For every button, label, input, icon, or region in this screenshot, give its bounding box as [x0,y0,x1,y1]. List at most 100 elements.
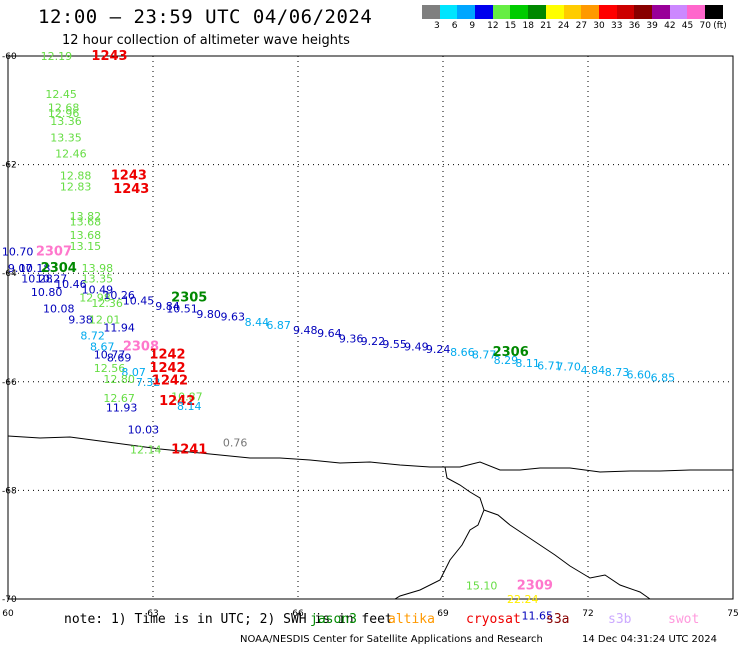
lon-tick-label: 72 [582,609,593,619]
wave-height-label: 10.26 [103,289,135,302]
wave-height-label: 11.93 [106,401,138,414]
legend-swatch [422,5,440,19]
wave-height-label: 12.01 [89,313,121,326]
legend-label: 39 [646,21,658,31]
wave-height-label: 9.49 [404,341,429,354]
wave-height-label: 9.80 [196,308,221,321]
lon-tick-label: 63 [147,609,158,619]
legend-label: 70 [699,21,711,31]
wave-height-label: 7.32 [136,376,161,389]
legend-label: 12 [487,21,499,31]
footer-credit: NOAA/NESDIS Center for Satellite Applica… [240,634,543,645]
wave-height-label: 13.36 [50,115,82,128]
wave-height-label: 10.80 [31,286,63,299]
wave-height-label: 12.36 [91,297,123,310]
page-subtitle: 12 hour collection of altimeter wave hei… [62,33,350,48]
pass-time-label: 1243 [111,168,147,183]
legend-swatch [634,5,652,19]
legend-swatch [616,5,635,19]
legend-label: 18 [522,21,534,31]
lon-tick-label: 60 [2,609,14,619]
wave-height-label: 4.84 [581,364,606,377]
legend-swatch [475,5,493,19]
wave-height-label: 10.18 [19,262,51,275]
legend-swatch [545,5,564,19]
map-frame [7,55,734,600]
wave-height-label: 12.98 [79,292,111,305]
lat-tick-label: -60 [2,52,17,62]
wave-height-label: 11.65 [522,609,554,622]
wave-height-label: 10.27 [36,273,68,286]
lat-tick-label: -68 [2,486,17,496]
pass-time-label: 2307 [36,244,72,259]
wave-height-label: 13.35 [50,131,82,144]
wave-height-label: 8.29 [494,354,519,367]
ice-shelf-outline [394,466,651,600]
wave-height-label: 13.98 [82,262,114,275]
wave-height-label: 9.63 [221,311,246,324]
wave-height-label: 12.46 [55,148,87,161]
lat-tick-label: -64 [2,269,17,279]
wave-height-label: 12.96 [48,107,80,120]
legend-label: 33 [611,21,623,31]
legend-label: 30 [593,21,605,31]
legend-swatch [563,5,582,19]
wave-height-label: 12.80 [103,373,135,386]
wave-height-label: 8.77 [472,349,497,362]
satellite-label-cryosat: cryosat [466,612,521,627]
pass-time-label: 1243 [91,49,127,64]
satellite-label-swot: swot [668,612,700,627]
legend-swatch [492,5,511,19]
wave-height-label: 9.55 [382,338,407,351]
wave-height-label: 10.45 [123,294,155,307]
satellite-label-s3b: s3b [608,612,632,627]
wave-height-label: 9.36 [339,332,364,345]
wave-height-label: 12.83 [60,180,92,193]
lon-tick-label: 66 [292,609,304,619]
pass-time-label: 2308 [123,340,159,355]
wave-height-label: 6.87 [266,319,291,332]
wave-height-label: 13.68 [70,229,102,242]
wave-height-label: 10.46 [55,278,87,291]
wave-height-label: 8.72 [80,330,105,343]
wave-height-label: 9.22 [361,335,386,348]
wave-height-label: 8.14 [177,400,202,413]
wave-height-label: 8.11 [515,357,540,370]
legend-swatch [581,5,599,19]
pass-time-label: 1242 [149,348,185,363]
wave-height-label: 10.49 [82,283,114,296]
satellite-label-altika: altika [388,612,435,627]
legend-label: 6 [451,21,458,31]
pass-time-label: 2304 [41,261,77,276]
wave-height-label: 12.67 [103,392,135,405]
satellite-label-s3a: s3a [546,612,570,627]
wave-height-label: 12.45 [45,88,77,101]
legend-label: 21 [540,21,552,31]
legend-label: 9 [469,21,476,31]
legend-label: 27 [575,21,588,31]
wave-height-label: 8.07 [121,366,146,379]
legend-swatch [457,5,476,19]
wave-height-label: 10.70 [2,245,34,258]
legend-swatch [651,5,670,19]
wave-height-label: 13.82 [70,210,102,223]
pass-time-label: 1242 [159,394,195,409]
lon-tick-label: 69 [437,609,449,619]
wave-height-label: 7.70 [556,361,581,374]
legend-swatch [598,5,617,19]
pass-time-label: 2305 [171,291,207,306]
wave-height-label: 13.68 [70,216,102,229]
legend-label: 3 [434,21,440,31]
wave-height-label: 12.56 [94,362,126,375]
lat-tick-label: -66 [2,378,17,388]
wave-height-label: 6.60 [627,369,652,382]
satellite-label-jason3: jason3 [310,612,357,627]
pass-time-label: 2309 [517,578,553,593]
wave-height-label: 6.71 [537,360,562,373]
lat-tick-label: -70 [2,595,17,605]
wave-height-label: 8.69 [107,351,132,364]
wave-height-label: 13.35 [82,273,114,286]
wave-height-label: 0.76 [223,437,248,450]
coastline [7,435,733,473]
